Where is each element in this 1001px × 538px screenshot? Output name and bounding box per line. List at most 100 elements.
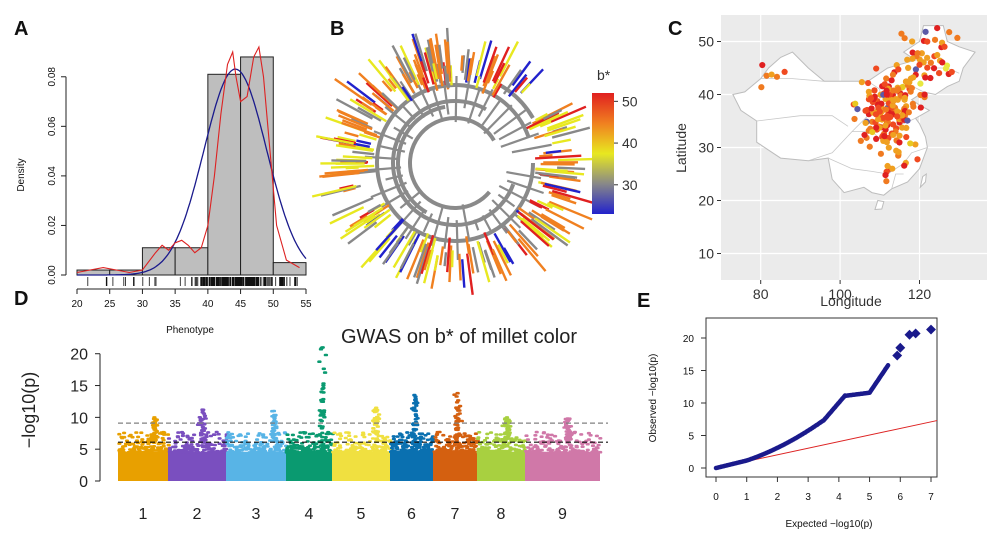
x-tick-label: 1 (744, 492, 750, 503)
sample-point (768, 71, 775, 78)
tree-branch (381, 190, 409, 208)
tree-branch (454, 75, 458, 123)
sample-point (781, 68, 788, 75)
sample-point (903, 133, 910, 141)
tree-branch (430, 205, 444, 247)
sample-point (857, 137, 864, 144)
sample-point (894, 113, 901, 120)
colorbar-tick-label: 40 (622, 135, 638, 151)
x-tick-label: 100 (828, 286, 852, 302)
tree-branch (483, 104, 513, 135)
x-tick-label: 45 (235, 299, 247, 310)
sample-point (763, 72, 770, 79)
colorbar-tick-label: 30 (622, 177, 638, 193)
x-axis-label: Longitude (820, 293, 882, 309)
tree-tip (546, 202, 564, 212)
sample-point (904, 56, 911, 63)
snp-band (525, 451, 600, 481)
snp-points (284, 346, 335, 454)
tree-tip (388, 237, 402, 254)
tree-tip (401, 73, 415, 94)
tree-tip (465, 253, 474, 295)
histogram-bar (272, 262, 307, 276)
snp-band (226, 451, 286, 481)
sample-point (862, 107, 869, 114)
sample-point (924, 38, 931, 45)
y-tick-label: 0.00 (47, 265, 58, 285)
y-tick-label: 20 (70, 347, 88, 364)
sample-point (939, 59, 946, 66)
sample-point (914, 50, 921, 57)
tree-branch (467, 87, 482, 124)
panel-a-histogram: 20 25 30 35 40 45 50 55 0.00 0.02 0.04 0.06 0.08 Ph… (16, 45, 312, 336)
tree-tip (558, 157, 598, 162)
tree-tip (463, 49, 470, 81)
y-axis-label-text: −log10(p) (19, 372, 39, 449)
tree-tip (508, 223, 539, 257)
sample-point (927, 59, 934, 66)
chromosome-label: 2 (193, 506, 202, 523)
tree-tip (331, 159, 367, 163)
sample-point (899, 124, 906, 131)
tree-branch (506, 170, 542, 180)
sample-point (851, 115, 858, 123)
sample-point (898, 30, 905, 37)
tree-tip (422, 249, 434, 284)
snp-points (389, 393, 436, 454)
tree-branch (370, 181, 407, 199)
tree-tip (536, 199, 553, 209)
tree-tip (349, 214, 369, 228)
sample-point (907, 140, 914, 147)
tree-tip (539, 154, 553, 158)
tree-tip (539, 120, 552, 128)
tree-tip (446, 73, 450, 89)
y-tick-label: 5 (688, 432, 694, 443)
tree-tip (338, 142, 356, 148)
sample-point (934, 25, 941, 32)
snp-points (166, 408, 229, 454)
panel-label-b: B (330, 18, 344, 40)
tree-tip (486, 70, 495, 84)
tree-tip (443, 252, 448, 267)
tree-tip (483, 250, 493, 271)
tree-tip (520, 220, 550, 247)
tree-branch (385, 174, 404, 181)
tree-tip (367, 58, 397, 93)
y-axis-label: Observed −log10(p) (648, 354, 659, 443)
snp-points (224, 409, 289, 454)
tree-tip (392, 230, 416, 269)
tree-tip (406, 239, 425, 280)
y-tick-label: 10 (70, 410, 88, 427)
panel-label-d: D (14, 288, 28, 310)
tree-tip (518, 229, 538, 251)
province-border (760, 78, 825, 82)
tree-tip (414, 33, 428, 72)
tree-tip (336, 108, 369, 125)
tree-tip (511, 60, 532, 87)
sample-point (948, 68, 955, 76)
tree-tip (425, 47, 434, 72)
tree-tip (399, 226, 409, 238)
x-tick-label: 2 (775, 492, 781, 503)
x-tick-label: 6 (898, 492, 904, 503)
tree-tip (331, 196, 374, 217)
qq-point-top (926, 324, 936, 335)
sample-point (894, 108, 901, 115)
tree-tip (415, 242, 430, 279)
tree-tip (517, 206, 535, 220)
tree-tip (391, 217, 404, 231)
sample-point (881, 81, 888, 88)
tree-tip (359, 133, 377, 141)
tree-tip (352, 150, 375, 156)
tree-tip (544, 125, 576, 138)
tree-tip (423, 52, 435, 85)
tree-tip (475, 41, 487, 77)
tree-branch-arc (396, 104, 446, 215)
sample-point (881, 133, 888, 140)
sample-point (904, 117, 911, 124)
tree-tip (498, 41, 520, 77)
sample-point (909, 49, 916, 56)
tree-tip (549, 175, 581, 183)
sample-point (927, 74, 934, 82)
snp-band (433, 451, 477, 481)
